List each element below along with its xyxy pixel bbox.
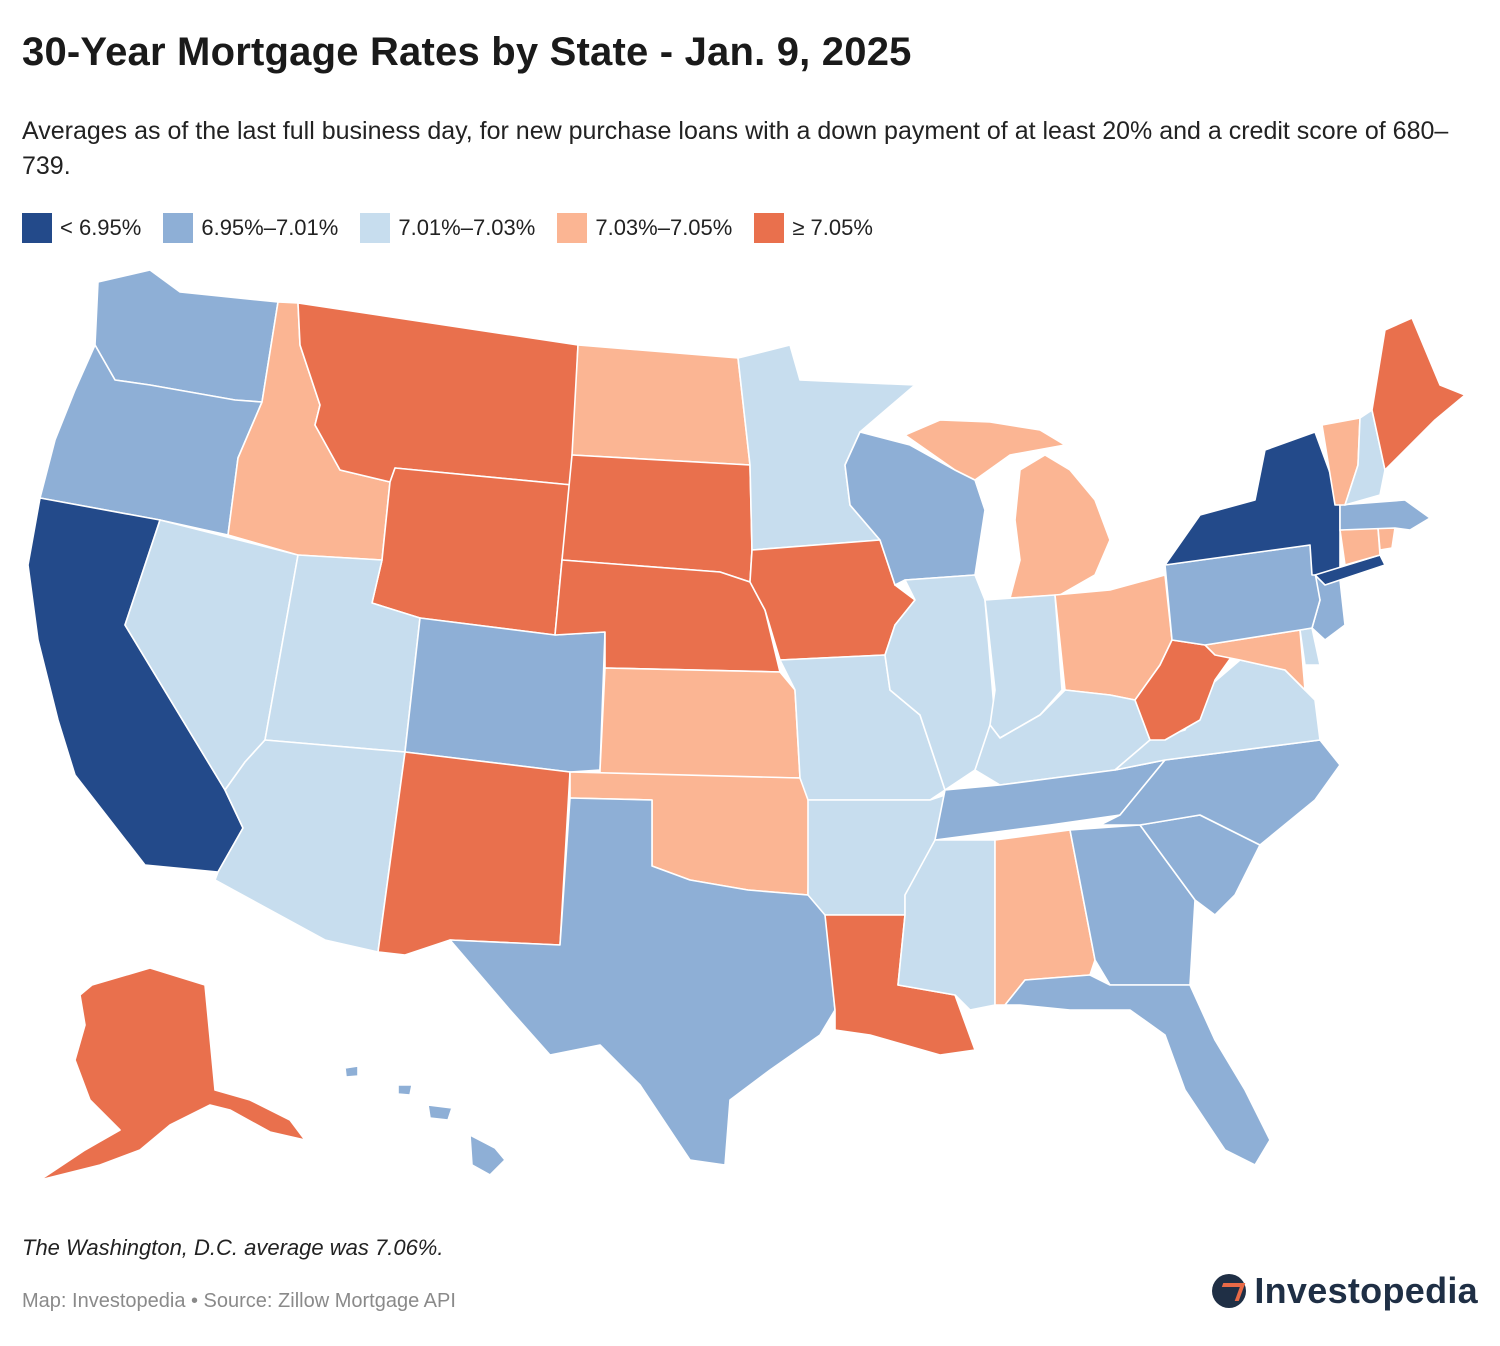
state-MI — [1009, 454, 1111, 599]
legend-swatch-3 — [360, 213, 391, 243]
legend-item-5: ≥ 7.05% — [754, 213, 873, 243]
state-CO — [404, 617, 606, 773]
state-FL — [1004, 974, 1271, 1166]
state-AZ — [214, 739, 406, 953]
state-AK — [39, 967, 306, 1181]
state-HI-1 — [469, 1134, 506, 1176]
legend-item-4: 7.03%–7.05% — [557, 213, 732, 243]
subtitle: Averages as of the last full business da… — [22, 117, 1449, 180]
dc-note: The Washington, D.C. average was 7.06%. — [22, 1235, 444, 1260]
page-title: 30-Year Mortgage Rates by State - Jan. 9… — [22, 30, 912, 74]
legend-label-5: ≥ 7.05% — [792, 215, 873, 240]
legend-swatch-4 — [557, 213, 588, 243]
legend-label-4: 7.03%–7.05% — [595, 215, 733, 240]
state-KS — [599, 667, 801, 779]
legend-swatch-2 — [163, 213, 194, 243]
state-ME — [1371, 317, 1466, 471]
legend-item-1: < 6.95% — [22, 213, 141, 243]
state-HI-3 — [397, 1084, 413, 1096]
source-credit: Map: Investopedia • Source: Zillow Mortg… — [22, 1290, 456, 1312]
legend-label-1: < 6.95% — [60, 215, 142, 240]
state-MA — [1339, 499, 1431, 531]
legend-item-2: 6.95%–7.01% — [163, 213, 338, 243]
legend-swatch-1 — [22, 213, 52, 243]
state-HI-2 — [427, 1104, 453, 1121]
state-WI — [844, 431, 986, 586]
state-RI — [1377, 527, 1396, 551]
logo-text: Investopedia — [1254, 1270, 1478, 1311]
state-ND — [571, 344, 751, 466]
state-TX — [449, 797, 836, 1166]
state-WV — [1134, 639, 1241, 741]
us-choropleth-map — [27, 269, 1466, 1181]
state-NM — [377, 751, 571, 956]
state-MT — [297, 302, 579, 486]
legend-swatch-5 — [754, 213, 785, 243]
state-HI-4 — [344, 1065, 359, 1078]
legend-item-3: 7.01%–7.03% — [360, 213, 535, 243]
legend: < 6.95% 6.95%–7.01% 7.01%–7.03% 7.03%–7.… — [22, 213, 895, 243]
state-MI-UP — [904, 419, 1066, 481]
investopedia-logo: Investopedia — [1212, 1270, 1478, 1312]
legend-label-2: 6.95%–7.01% — [201, 215, 339, 240]
logo-icon — [1212, 1274, 1247, 1308]
legend-label-3: 7.01%–7.03% — [398, 215, 536, 240]
state-NY — [1164, 431, 1341, 576]
state-WY — [371, 467, 573, 636]
